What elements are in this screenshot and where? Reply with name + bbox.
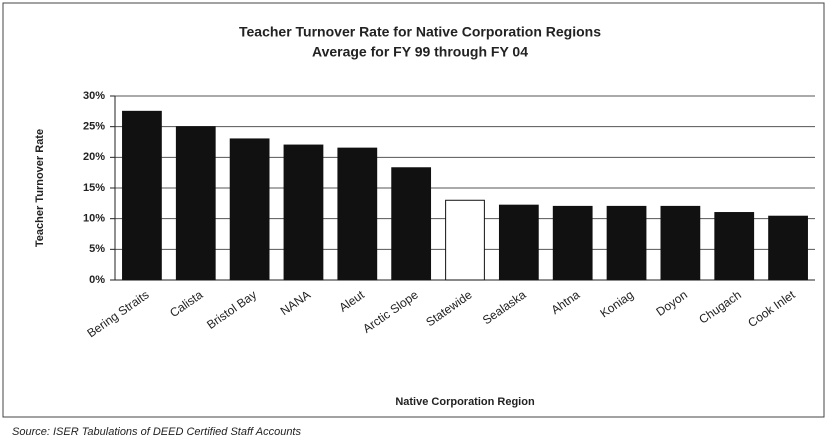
bar [229, 138, 270, 281]
bar [498, 204, 539, 281]
source-note: Source: ISER Tabulations of DEED Certifi… [12, 426, 301, 438]
bar [660, 205, 701, 281]
y-tick-label: 30% [83, 90, 105, 102]
bar [391, 167, 432, 281]
y-tick-label: 20% [83, 151, 105, 163]
bar [552, 205, 593, 281]
bar [768, 215, 808, 281]
y-tick-label: 10% [83, 213, 105, 225]
chart-title: Teacher Turnover Rate for Native Corpora… [239, 24, 601, 40]
bar [606, 205, 647, 281]
bar [337, 147, 378, 281]
bar [714, 212, 755, 281]
y-tick-label: 25% [83, 121, 105, 133]
y-tick-label: 0% [89, 274, 105, 286]
y-tick-label: 5% [89, 243, 105, 255]
bar [445, 199, 485, 281]
x-axis-label: Native Corporation Region [395, 396, 535, 408]
y-tick-label: 15% [83, 182, 105, 194]
chart-subtitle: Average for FY 99 through FY 04 [312, 44, 528, 60]
bar [122, 110, 162, 281]
bar [283, 144, 324, 281]
bar [175, 126, 216, 281]
y-axis-label: Teacher Turnover Rate [34, 129, 46, 247]
